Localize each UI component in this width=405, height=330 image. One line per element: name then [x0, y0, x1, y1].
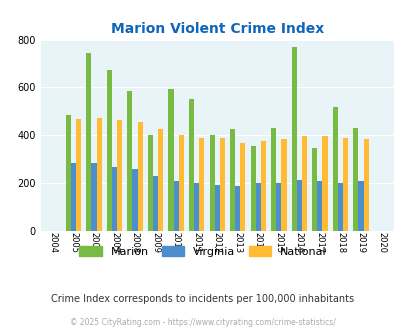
Bar — [234, 185, 240, 231]
Bar — [158, 129, 163, 231]
Bar — [332, 107, 337, 231]
Bar — [194, 183, 199, 231]
Bar — [296, 180, 301, 231]
Text: Crime Index corresponds to incidents per 100,000 inhabitants: Crime Index corresponds to incidents per… — [51, 294, 354, 304]
Bar — [275, 183, 281, 231]
Text: © 2025 CityRating.com - https://www.cityrating.com/crime-statistics/: © 2025 CityRating.com - https://www.city… — [70, 318, 335, 327]
Bar — [117, 119, 122, 231]
Bar — [322, 136, 327, 231]
Bar — [107, 70, 112, 231]
Bar — [66, 115, 71, 231]
Bar — [71, 163, 76, 231]
Bar — [132, 169, 137, 231]
Bar — [219, 138, 224, 231]
Bar — [250, 146, 255, 231]
Bar — [168, 89, 173, 231]
Bar — [199, 138, 204, 231]
Legend: Marion, Virginia, National: Marion, Virginia, National — [76, 243, 329, 260]
Bar — [86, 53, 91, 231]
Bar — [291, 47, 296, 231]
Bar — [209, 135, 214, 231]
Bar — [271, 128, 275, 231]
Bar — [230, 129, 234, 231]
Bar — [342, 138, 347, 231]
Bar — [281, 139, 286, 231]
Bar — [352, 128, 358, 231]
Bar — [147, 135, 153, 231]
Bar — [362, 139, 368, 231]
Bar — [96, 117, 101, 231]
Bar — [337, 183, 342, 231]
Bar — [311, 148, 317, 231]
Bar — [91, 163, 96, 231]
Bar — [137, 122, 143, 231]
Bar — [173, 181, 178, 231]
Bar — [76, 119, 81, 231]
Bar — [317, 181, 322, 231]
Bar — [153, 177, 158, 231]
Bar — [240, 143, 245, 231]
Bar — [214, 184, 219, 231]
Bar — [260, 141, 265, 231]
Title: Marion Violent Crime Index: Marion Violent Crime Index — [110, 22, 323, 36]
Bar — [188, 99, 194, 231]
Bar — [112, 167, 117, 231]
Bar — [178, 135, 183, 231]
Bar — [127, 90, 132, 231]
Bar — [255, 183, 260, 231]
Bar — [301, 136, 306, 231]
Bar — [358, 182, 362, 231]
